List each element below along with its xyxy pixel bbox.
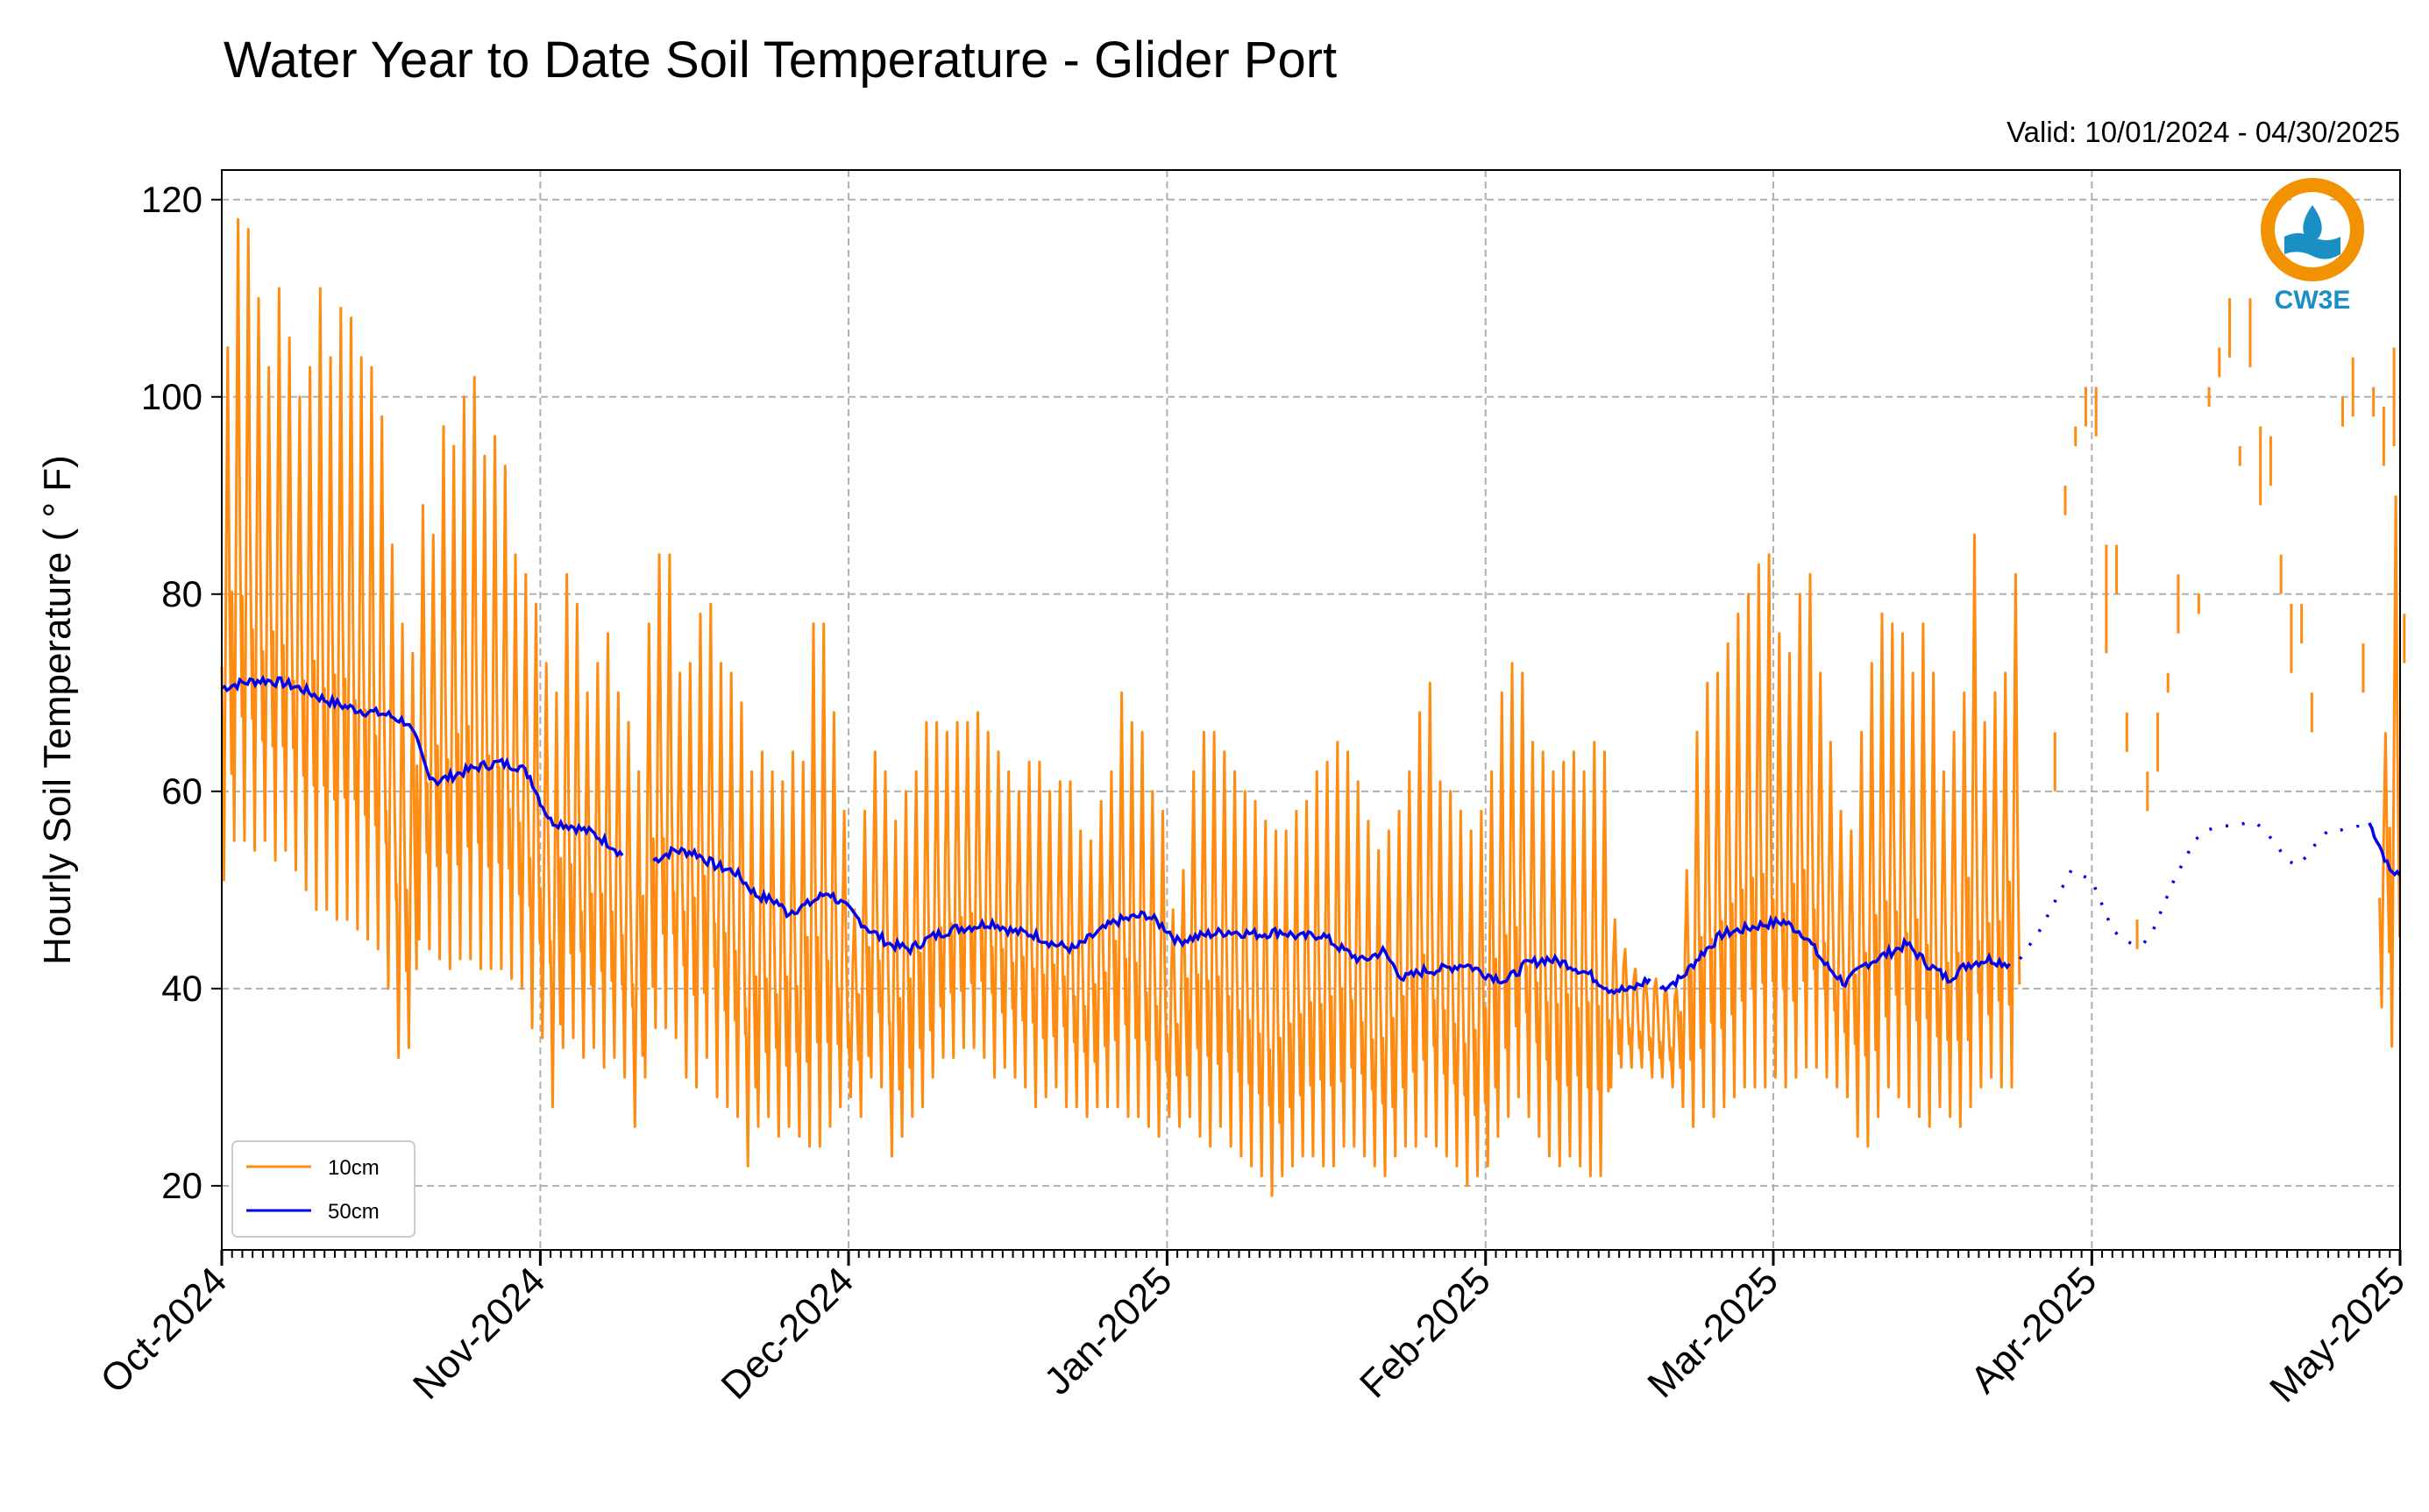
x-tick-label: Oct-2024 xyxy=(92,1259,235,1402)
line-10cm-end xyxy=(2378,495,2401,1048)
line-50cm-oct xyxy=(221,674,624,858)
y-tick-label: 40 xyxy=(161,968,202,1009)
legend-label-10cm: 10cm xyxy=(328,1156,380,1180)
y-tick-label: 120 xyxy=(141,179,202,220)
y-tick-label: 100 xyxy=(141,376,202,417)
y-tick-label: 60 xyxy=(161,770,202,812)
legend-box xyxy=(231,1140,415,1238)
series-10cm xyxy=(220,217,2406,1197)
x-tick-label: Mar-2025 xyxy=(1639,1259,1786,1406)
chart-title: Water Year to Date Soil Temperature - Gl… xyxy=(224,32,1337,89)
series-50cm xyxy=(221,674,2401,996)
legend-label-50cm: 50cm xyxy=(328,1200,380,1224)
valid-date-range: Valid: 10/01/2024 - 04/30/2025 xyxy=(2006,116,2400,148)
line-10cm-main xyxy=(220,217,2021,1197)
x-tick-label: Apr-2025 xyxy=(1963,1259,2106,1402)
line-50cm-nov-feb xyxy=(652,845,1651,996)
x-tick-label: Feb-2025 xyxy=(1352,1259,1499,1406)
cw3e-logo: CW3E xyxy=(2261,178,2364,315)
y-tick-label: 80 xyxy=(161,573,202,614)
logo-wave-icon xyxy=(2284,233,2340,259)
logo-text: CW3E xyxy=(2275,286,2351,315)
y-axis-ticks: 20 40 60 80 100 120 xyxy=(141,179,222,1206)
x-tick-label: Jan-2025 xyxy=(1036,1259,1180,1402)
logo-ring-icon xyxy=(2261,178,2364,281)
logo-drop-icon xyxy=(2303,205,2322,241)
legend: 10cm 50cm xyxy=(231,1140,415,1238)
x-axis-ticks: Oct-2024 Nov-2024 Dec-2024 Jan-2025 Feb-2025… xyxy=(92,1250,2413,1410)
x-tick-label: May-2025 xyxy=(2262,1259,2413,1410)
line-50cm-mar xyxy=(1658,914,2011,993)
y-axis-label: Hourly Soil Temperature ( ° F) xyxy=(36,455,79,965)
line-50cm-apr-dotted xyxy=(2018,821,2370,961)
y-tick-label: 20 xyxy=(161,1165,202,1206)
x-tick-label: Dec-2024 xyxy=(714,1259,863,1408)
x-tick-label: Nov-2024 xyxy=(405,1259,554,1408)
line-50cm-end xyxy=(2368,822,2401,877)
